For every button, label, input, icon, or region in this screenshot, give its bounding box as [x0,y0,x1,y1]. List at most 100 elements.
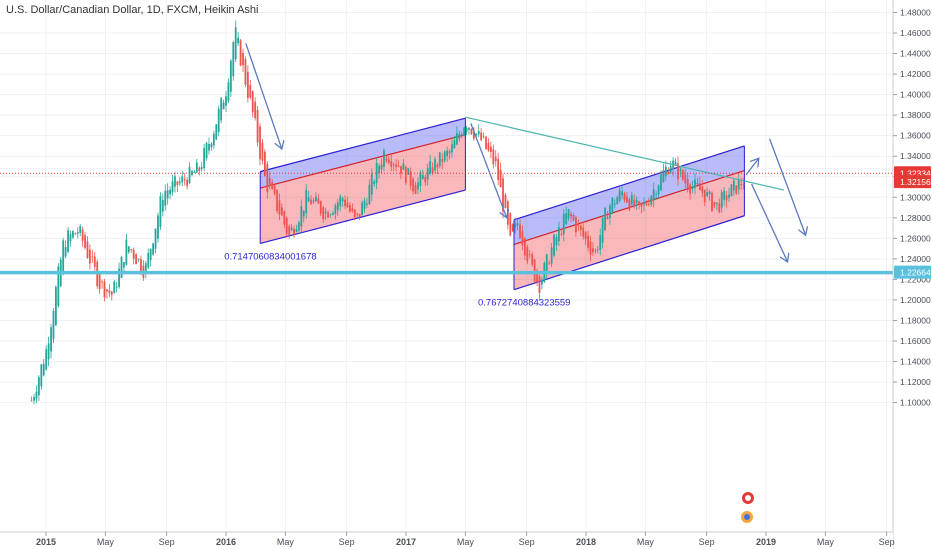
candle-body [494,156,497,162]
candle-body [594,250,597,251]
candle-body [310,199,312,205]
candle-body [366,203,368,205]
candle-body [686,179,689,191]
candle-body [499,169,502,188]
candle-body [417,182,419,190]
candle-body [553,234,555,256]
candle-body [93,256,96,267]
x-tick-label: Sep [159,537,175,547]
candle-body [307,197,310,202]
candle-body [140,259,142,273]
candle-body [482,136,485,138]
candle-body [689,184,692,194]
candle-body [596,249,599,251]
channel-upper-fill [514,145,745,245]
x-tick-label: 2015 [36,537,56,547]
candle-body [188,166,191,183]
candle-body [332,213,334,215]
candle-body [222,102,225,110]
x-tick-label: 2017 [396,537,416,547]
candle-body [711,192,713,212]
candle-body [385,158,388,161]
candle-body [516,223,519,226]
candle-body [356,213,359,215]
y-tick-label: 1.26000 [900,233,931,243]
candle-body [30,400,33,402]
x-tick-label: Sep [519,537,535,547]
candle-body [147,252,150,268]
candle-body [669,165,672,173]
candle-body [441,159,444,162]
candle-body [706,192,709,196]
candle-body [463,127,466,136]
candle-body [436,164,439,168]
candle-body [271,182,274,190]
candle-body [679,169,682,172]
candle-body [195,162,198,173]
candle-body [329,214,332,216]
candle-body [647,204,650,205]
candle-body [472,131,475,139]
candles [30,20,745,405]
forecast-arrow [470,123,507,217]
candle-body [280,207,283,216]
y-tick-label: 1.30000 [900,192,931,202]
forecast-arrow [751,183,788,262]
candle-body [604,208,606,231]
time-scale-bg [0,532,893,550]
candle-body [740,184,743,186]
candle-body [268,178,271,187]
candle-body [480,132,483,141]
candle-body [159,196,162,228]
candle-body [164,190,167,206]
candle-body [239,40,242,66]
candle-body [249,84,252,98]
candle-body [171,181,174,192]
candle-body [550,247,553,264]
candle-body [723,190,726,200]
candle-body [81,229,84,241]
candle-body [412,178,415,192]
candle-body [157,215,159,239]
price-tag [894,175,931,189]
candle-body [149,248,152,261]
candle-body [558,227,560,242]
candle-body [35,391,38,399]
price-tag [894,265,931,279]
y-tick-label: 1.38000 [900,110,931,120]
trend-line [465,116,785,191]
candle-body [438,152,441,167]
candle-body [55,287,57,326]
candle-body [621,191,623,196]
x-tick-label: May [637,537,655,547]
candle-body [521,231,524,246]
candle-body [526,246,529,262]
candle-body [273,185,276,194]
y-tick-label: 1.34000 [900,151,931,161]
candle-body [397,165,400,167]
candle-body [353,209,356,218]
candle-body [694,179,696,188]
candle-body [123,262,125,268]
y-tick-label: 1.28000 [900,213,931,223]
candle-body [161,199,164,212]
candle-body [283,211,286,225]
candle-body [266,163,269,193]
candle-body [492,149,495,165]
candle-body [660,174,662,191]
candle-body [655,194,658,196]
candle-body [89,249,91,264]
candle-body [205,142,208,159]
candle-body [390,161,393,167]
candle-body [613,203,616,205]
candle-body [443,151,446,161]
candle-body [713,201,716,206]
candle-body [220,97,223,121]
y-tick-label: 1.44000 [900,49,931,59]
candle-body [305,189,308,214]
candle-body [414,185,417,194]
candle-body [137,258,140,260]
channel-upper-line [513,145,745,221]
candle-body [577,224,580,226]
